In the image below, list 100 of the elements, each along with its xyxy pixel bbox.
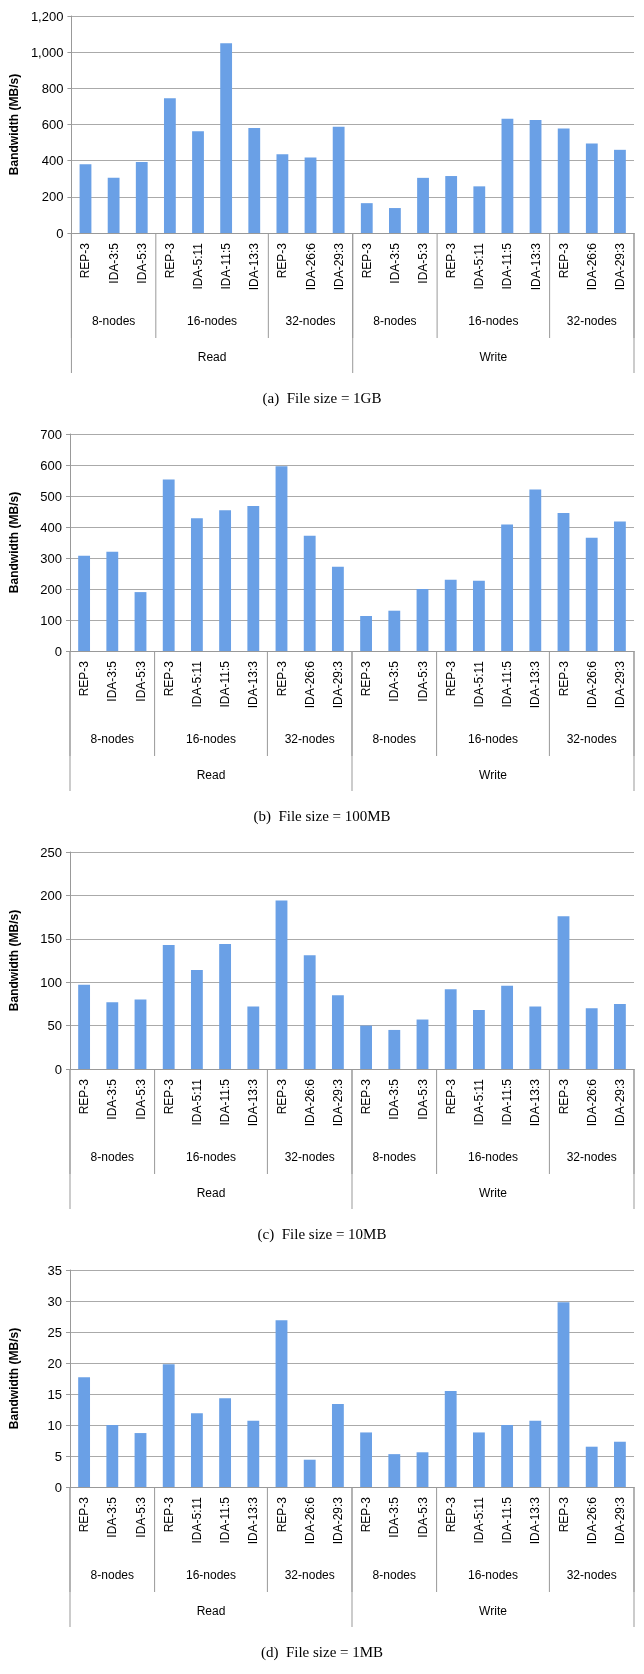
x-tick-label: IDA-5:11 bbox=[471, 660, 486, 708]
text: 16-nodes bbox=[185, 1568, 237, 1582]
bar bbox=[303, 535, 316, 651]
x-tick-label: IDA-5:11 bbox=[189, 1496, 204, 1544]
text: 16-nodes bbox=[467, 732, 519, 746]
text: 32-nodes bbox=[284, 1568, 335, 1582]
bar bbox=[444, 579, 457, 651]
bar bbox=[275, 466, 288, 651]
bar bbox=[78, 1377, 91, 1487]
bar bbox=[360, 203, 373, 233]
bar bbox=[247, 1006, 260, 1069]
bar bbox=[134, 999, 147, 1069]
bar bbox=[248, 128, 261, 233]
bar bbox=[303, 955, 316, 1069]
bar bbox=[78, 984, 91, 1069]
x-tick-label: IDA-5:3 bbox=[415, 660, 430, 702]
y-tick-label: 5 bbox=[54, 1448, 62, 1464]
x-tick-label: IDA-29:3 bbox=[612, 1078, 627, 1127]
bar bbox=[332, 126, 345, 233]
text: 8-nodes bbox=[90, 1568, 134, 1582]
bar bbox=[388, 1029, 401, 1069]
text: 8-nodes bbox=[372, 732, 416, 746]
y-tick-label: 250 bbox=[40, 844, 62, 860]
x-tick-label: IDA-3:5 bbox=[387, 660, 402, 702]
bar bbox=[529, 119, 542, 233]
x-tick-label: IDA-13:3 bbox=[528, 1496, 543, 1545]
text: 16-nodes bbox=[467, 1568, 519, 1582]
x-tick-label: IDA-29:3 bbox=[331, 242, 346, 291]
text: 32-nodes bbox=[566, 1150, 617, 1164]
text: 16-nodes bbox=[185, 1150, 237, 1164]
bar bbox=[585, 537, 598, 651]
text: 32-nodes bbox=[566, 732, 617, 746]
x-tick-label: REP-3 bbox=[556, 242, 571, 279]
bar bbox=[134, 592, 147, 651]
x-tick-label: IDA-26:6 bbox=[302, 1078, 317, 1127]
bar bbox=[219, 1398, 232, 1487]
bar bbox=[106, 1425, 119, 1487]
bar bbox=[501, 985, 514, 1069]
bar bbox=[557, 128, 570, 233]
x-tick-label: REP-3 bbox=[275, 242, 290, 279]
bar bbox=[585, 1008, 598, 1069]
bar bbox=[331, 1403, 344, 1487]
x-tick-label: IDA-11:5 bbox=[218, 660, 233, 708]
text: Read bbox=[196, 1186, 226, 1200]
x-tick-label: IDA-11:5 bbox=[218, 1078, 233, 1126]
bar bbox=[162, 479, 175, 651]
x-tick-label: REP-3 bbox=[556, 1078, 571, 1115]
bar bbox=[529, 489, 542, 651]
bar bbox=[303, 1459, 316, 1487]
x-tick-label: IDA-5:11 bbox=[189, 660, 204, 708]
text: 16-nodes bbox=[468, 314, 519, 328]
x-tick-label: IDA-5:3 bbox=[133, 1078, 148, 1120]
text: 16-nodes bbox=[467, 1150, 519, 1164]
y-tick-label: 100 bbox=[40, 612, 62, 628]
bar bbox=[388, 610, 401, 651]
bar bbox=[162, 1364, 175, 1487]
text: 8-nodes bbox=[91, 314, 136, 328]
x-tick-label: IDA-5:3 bbox=[416, 242, 431, 284]
bar bbox=[501, 1425, 514, 1487]
x-tick-label: IDA-3:5 bbox=[105, 1078, 120, 1120]
y-tick-label: 35 bbox=[47, 1262, 62, 1278]
y-tick-label: 1,200 bbox=[30, 8, 64, 24]
x-tick-label: IDA-26:6 bbox=[584, 1078, 599, 1127]
x-tick-label: IDA-26:6 bbox=[302, 660, 317, 709]
bar bbox=[219, 944, 232, 1069]
x-tick-label: IDA-11:5 bbox=[218, 1496, 233, 1544]
y-tick-label: 50 bbox=[47, 1018, 62, 1034]
y-tick-label: 15 bbox=[47, 1386, 62, 1402]
x-tick-label: IDA-13:3 bbox=[528, 1078, 543, 1127]
x-tick-label: REP-3 bbox=[161, 660, 176, 697]
x-tick-label: IDA-26:6 bbox=[584, 660, 599, 709]
x-tick-label: REP-3 bbox=[77, 1496, 92, 1533]
y-tick-label: 1,000 bbox=[30, 44, 64, 60]
text: Write bbox=[479, 768, 508, 782]
bar bbox=[389, 208, 401, 233]
x-tick-label: REP-3 bbox=[443, 1078, 458, 1115]
x-tick-label: IDA-13:3 bbox=[246, 660, 261, 709]
y-tick-label: 0 bbox=[54, 643, 62, 659]
bar bbox=[445, 176, 458, 233]
text: 8-nodes bbox=[372, 1150, 416, 1164]
bar bbox=[613, 1003, 626, 1069]
bar bbox=[613, 1441, 626, 1487]
text: (c) File size = 10MB bbox=[257, 1225, 387, 1243]
bar bbox=[190, 518, 203, 651]
y-tick-label: 20 bbox=[47, 1355, 62, 1371]
x-tick-label: IDA-13:3 bbox=[528, 660, 543, 709]
x-tick-label: IDA-13:3 bbox=[246, 1496, 261, 1545]
text: 8-nodes bbox=[372, 1568, 416, 1582]
bar bbox=[134, 1433, 147, 1487]
bar bbox=[247, 505, 260, 651]
text: Read bbox=[197, 350, 227, 364]
x-tick-label: IDA-3:5 bbox=[106, 242, 121, 284]
x-tick-label: REP-3 bbox=[274, 660, 289, 697]
x-tick-label: REP-3 bbox=[443, 1496, 458, 1533]
text: 32-nodes bbox=[566, 314, 617, 328]
y-axis-title: Bandwidth (MB/s) bbox=[7, 909, 21, 1012]
y-tick-label: 25 bbox=[47, 1324, 62, 1340]
y-tick-label: 0 bbox=[54, 1479, 62, 1495]
bar bbox=[331, 566, 344, 651]
text: Write bbox=[479, 350, 508, 364]
